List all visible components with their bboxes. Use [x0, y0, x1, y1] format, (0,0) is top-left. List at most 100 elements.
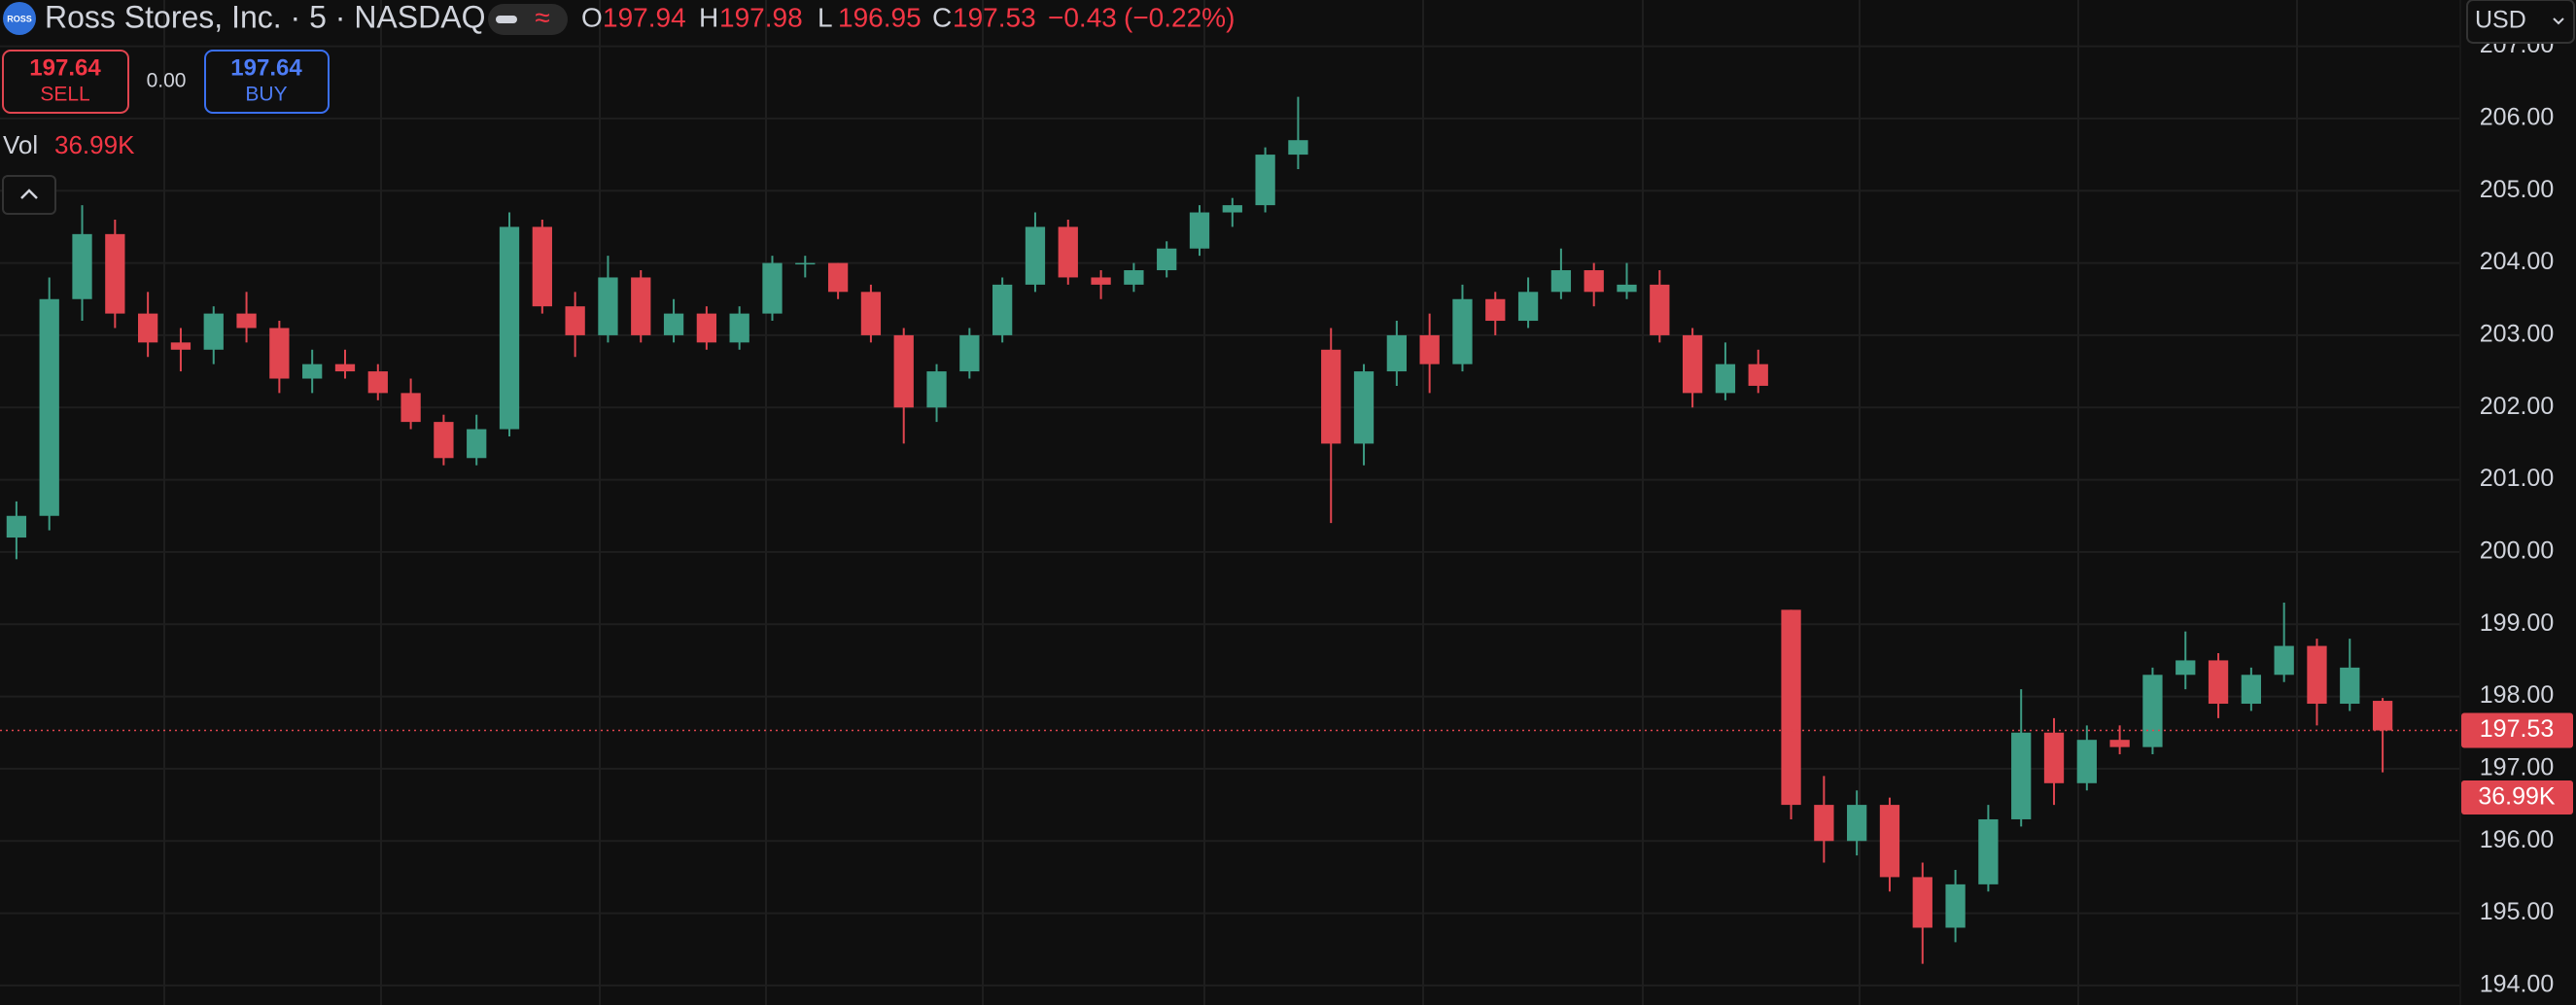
candle-body	[2208, 660, 2229, 705]
y-tick-label: 204.00	[2480, 248, 2554, 275]
candle-body	[926, 371, 947, 408]
candle-body	[1847, 805, 1867, 842]
close-label: C	[932, 2, 952, 32]
candle-body	[598, 277, 618, 335]
candle-body	[400, 393, 421, 423]
spread: 0.00	[147, 70, 187, 92]
toggle[interactable]	[488, 4, 568, 35]
candle-body	[1222, 205, 1242, 213]
candle-body	[795, 262, 816, 265]
collapse-icon	[20, 189, 38, 199]
y-tick-label: 206.00	[2480, 104, 2554, 131]
y-tick-label: 198.00	[2480, 681, 2554, 709]
candle-body	[72, 233, 92, 299]
sell-label: SELL	[40, 84, 89, 106]
buy-button[interactable]	[204, 50, 330, 114]
collapse-button[interactable]	[2, 175, 56, 215]
dropdown-icon	[2553, 17, 2564, 25]
grid	[0, 0, 2459, 1005]
open-value: 197.94	[603, 2, 686, 32]
candle-body	[1025, 226, 1046, 285]
sell-button[interactable]	[2, 50, 129, 114]
candle-body	[1157, 248, 1177, 271]
candle-body	[1715, 364, 1736, 394]
toggle-icon: ≈	[535, 2, 549, 32]
candle-body	[367, 371, 388, 394]
candle-body	[467, 429, 487, 459]
candle-body	[2043, 732, 2065, 783]
candle-body	[1288, 140, 1308, 156]
open-label: O	[581, 2, 603, 32]
price-axis: 194.00 195.00 196.00 197.00 198.00 199.00 200.…	[2459, 0, 2576, 1005]
candle-body	[959, 334, 980, 372]
candle-body	[1682, 334, 1703, 394]
candle-body	[762, 262, 783, 314]
candle-body	[2274, 645, 2294, 676]
currency-button[interactable]	[2466, 0, 2575, 44]
candle-body	[1781, 609, 1801, 806]
last-price-label: 197.53	[2480, 715, 2554, 743]
last-price-badge	[2461, 712, 2573, 748]
candle-body	[860, 292, 882, 335]
candle-body	[1879, 805, 1900, 878]
buy-label: BUY	[245, 84, 287, 106]
candle-body	[499, 226, 520, 430]
candle-body	[2372, 701, 2393, 731]
candle-body	[2011, 732, 2032, 819]
y-tick-label: 203.00	[2480, 321, 2554, 348]
high-label: H	[699, 2, 718, 32]
y-tick-label: 196.00	[2480, 826, 2554, 853]
y-tick-label: 205.00	[2480, 176, 2554, 203]
low-label: L	[818, 2, 833, 32]
plot	[0, 96, 2459, 964]
candle-body	[434, 422, 454, 459]
candle-body	[236, 313, 257, 329]
change-pct: (−0.22%)	[1124, 2, 1235, 32]
candle-body	[137, 313, 158, 343]
candle-body	[1353, 371, 1375, 444]
candle-body	[992, 284, 1013, 335]
candle-body	[1189, 212, 1210, 249]
candle-body	[1058, 226, 1078, 278]
candle-body	[893, 334, 914, 408]
candle-body	[1584, 270, 1604, 293]
y-tick-label: 194.00	[2480, 971, 2554, 998]
symbol[interactable]: Ross Stores, Inc. · 5 · NASDAQ	[45, 0, 485, 34]
candle-body	[2076, 740, 2097, 783]
candle-body	[565, 306, 585, 335]
candle-body	[170, 342, 191, 350]
candle-body	[631, 277, 651, 335]
candle-body	[1617, 284, 1637, 293]
vol-value: 36.99K	[54, 130, 135, 159]
high-value: 197.98	[719, 2, 803, 32]
candle-body	[2176, 660, 2196, 676]
candle-body	[1452, 298, 1473, 364]
candle-body	[1321, 349, 1341, 444]
y-tick-label: 199.00	[2480, 609, 2554, 637]
candle-body	[1978, 818, 1999, 884]
candle-body	[729, 313, 749, 343]
candle-body	[39, 298, 59, 516]
candle-body	[1124, 270, 1144, 285]
close-value: 197.53	[953, 2, 1036, 32]
volume-badge	[2461, 780, 2573, 814]
volume-badge-text: 36.99K	[2478, 783, 2556, 811]
candle-body	[2109, 740, 2130, 747]
currency: USD	[2475, 7, 2526, 34]
candle-body	[1419, 334, 1440, 364]
sell-price: 197.64	[29, 54, 101, 81]
candle-body	[1912, 877, 1932, 928]
y-tick-label: 202.00	[2480, 393, 2554, 420]
candle-body	[827, 262, 849, 293]
candle-body	[1748, 364, 1768, 386]
candle-body	[2340, 667, 2360, 705]
candle-body	[696, 313, 717, 343]
candle-body	[203, 313, 224, 350]
candle-body	[1255, 155, 1275, 206]
candle-body	[1517, 292, 1539, 322]
y-tick-label: 201.00	[2480, 465, 2554, 492]
candle-body	[302, 364, 323, 379]
candle-body	[269, 328, 290, 379]
